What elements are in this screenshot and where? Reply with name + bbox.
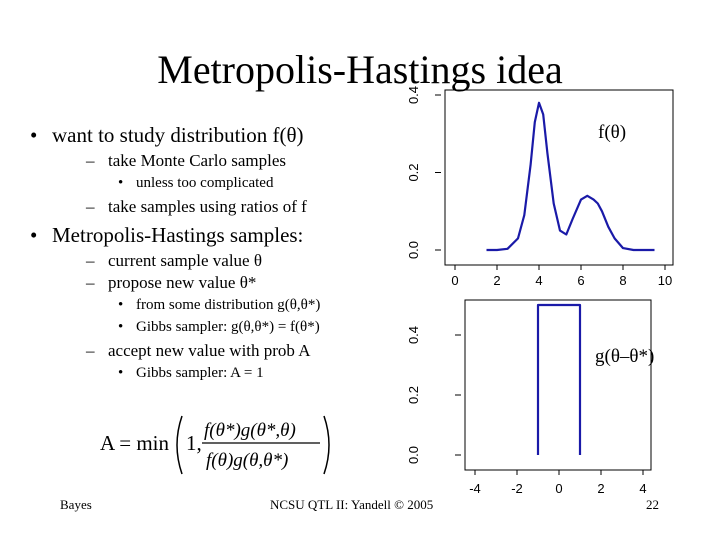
subbullet-propose: – propose new value θ*	[86, 272, 256, 294]
equation-denominator: f(θ)g(θ,θ*)	[206, 450, 288, 471]
series-line	[536, 303, 582, 455]
subbullet-accept-text: accept new value with prob A	[108, 341, 311, 360]
bullet-dot-icon: •	[30, 223, 38, 247]
footer-page-number: 22	[646, 497, 659, 512]
x-tick-label: -2	[511, 481, 523, 496]
x-tick-label: 10	[658, 273, 672, 288]
right-paren	[323, 415, 330, 475]
subbullet-current: – current sample value θ	[86, 250, 262, 272]
plot-frame	[444, 89, 674, 266]
bullet-study: • want to study distribution f(θ)	[30, 122, 304, 148]
subsubbullet-gibbs-g: • Gibbs sampler: g(θ,θ*) = f(θ*)	[118, 318, 320, 337]
x-tick-label: 4	[535, 273, 542, 288]
subsubbullet-too-complicated: • unless too complicated	[118, 174, 273, 193]
dash-icon: –	[86, 151, 95, 170]
acceptance-equation: A = min 1, f(θ*)g(θ*,θ) f(θ)g(θ,θ*)	[100, 415, 330, 475]
y-tick-label: 0.4	[406, 326, 421, 344]
x-tick-label: -4	[469, 481, 481, 496]
bullet-dot-icon: •	[30, 123, 38, 147]
footer-left: Bayes	[60, 497, 92, 512]
x-tick-label: 2	[493, 273, 500, 288]
bullet-dot-icon: •	[118, 319, 124, 335]
y-tick-label: 0.4	[406, 86, 421, 104]
x-tick-label: 0	[451, 273, 458, 288]
slide-title: Metropolis-Hastings idea	[157, 47, 563, 92]
x-tick-label: 0	[555, 481, 562, 496]
dash-icon: –	[86, 273, 95, 292]
subsubbullet-from-dist-text: from some distribution g(θ,θ*)	[136, 297, 321, 313]
bullet-dot-icon: •	[118, 175, 124, 191]
y-tick-label: 0.0	[406, 241, 421, 259]
equation-lhs: A = min	[100, 431, 170, 455]
series-label: g(θ–θ*)	[595, 346, 654, 367]
subsubbullet-too-complicated-text: unless too complicated	[136, 175, 274, 191]
subsubbullet-gibbs-a-text: Gibbs sampler: A = 1	[136, 365, 264, 381]
subsubbullet-gibbs-a: • Gibbs sampler: A = 1	[118, 364, 264, 383]
series-line	[486, 101, 655, 252]
plot-frame	[464, 299, 652, 471]
bullet-mh-samples: • Metropolis-Hastings samples:	[30, 222, 303, 248]
subbullet-propose-text: propose new value θ*	[108, 273, 257, 292]
dash-icon: –	[86, 341, 95, 360]
x-tick-label: 6	[577, 273, 584, 288]
y-tick-label: 0.2	[406, 163, 421, 181]
equation-numerator: f(θ*)g(θ*,θ)	[204, 420, 296, 441]
dash-icon: –	[86, 197, 95, 216]
bullet-dot-icon: •	[118, 297, 124, 313]
equation-one: 1,	[186, 431, 202, 455]
subbullet-monte-carlo: – take Monte Carlo samples	[86, 150, 286, 172]
subbullet-monte-carlo-text: take Monte Carlo samples	[108, 151, 286, 170]
subbullet-current-text: current sample value θ	[108, 251, 262, 270]
subbullet-ratios: – take samples using ratios of f	[86, 196, 307, 218]
subbullet-accept: – accept new value with prob A	[86, 340, 311, 362]
bullet-study-text: want to study distribution f(θ)	[52, 123, 304, 147]
footer-center: NCSU QTL II: Yandell © 2005	[270, 497, 434, 512]
series-label: f(θ)	[598, 122, 626, 143]
bullet-dot-icon: •	[118, 365, 124, 381]
x-tick-label: 4	[639, 481, 646, 496]
subsubbullet-gibbs-g-text: Gibbs sampler: g(θ,θ*) = f(θ*)	[136, 319, 320, 335]
y-tick-label: 0.2	[406, 386, 421, 404]
x-tick-label: 2	[597, 481, 604, 496]
x-tick-label: 8	[619, 273, 626, 288]
bullet-mh-samples-text: Metropolis-Hastings samples:	[52, 223, 304, 247]
dash-icon: –	[86, 251, 95, 270]
left-paren	[176, 415, 183, 475]
y-tick-label: 0.0	[406, 446, 421, 464]
subsubbullet-from-dist: • from some distribution g(θ,θ*)	[118, 296, 320, 315]
subbullet-ratios-text: take samples using ratios of f	[108, 197, 307, 216]
